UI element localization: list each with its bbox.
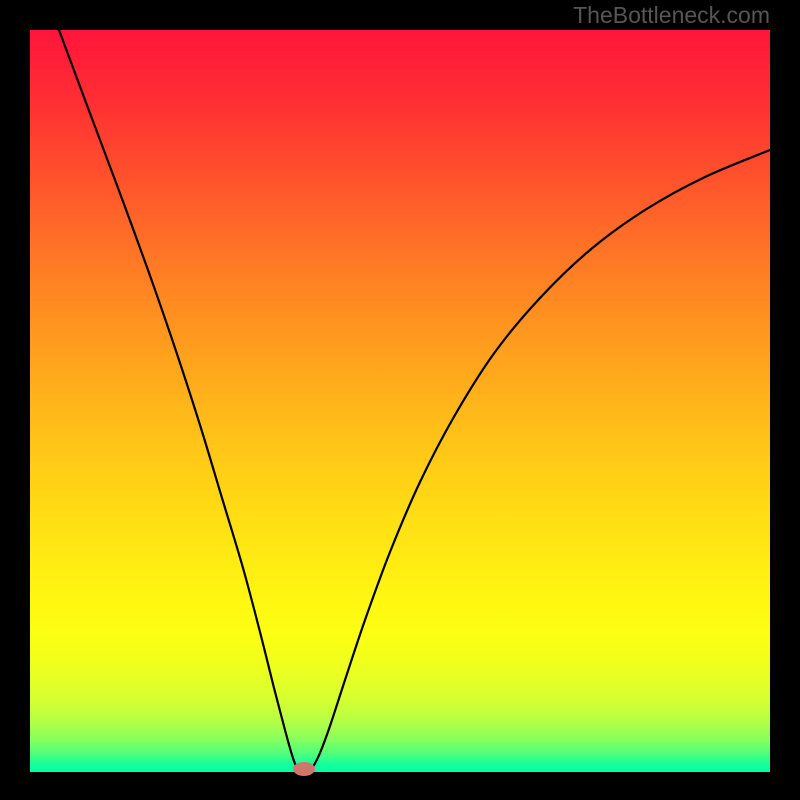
curve-layer [0, 0, 800, 800]
optimum-marker [293, 762, 315, 776]
curve-left-branch [59, 30, 299, 770]
curve-right-branch [310, 150, 770, 770]
chart-container: TheBottleneck.com [0, 0, 800, 800]
watermark-label: TheBottleneck.com [573, 2, 770, 29]
